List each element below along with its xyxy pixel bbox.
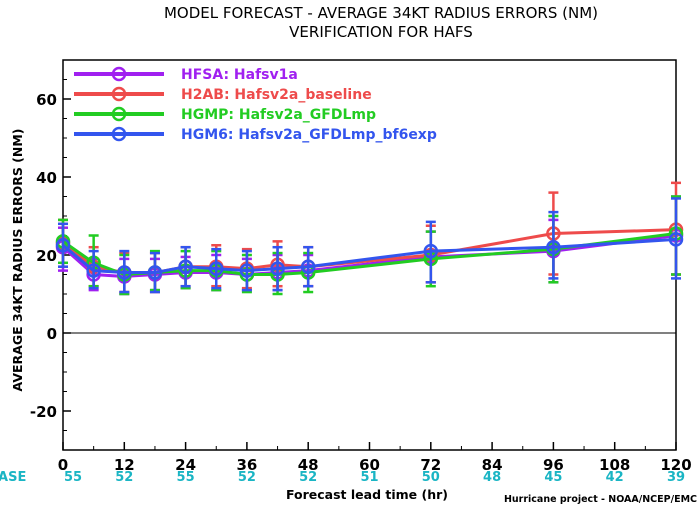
- y-axis-label: AVERAGE 34KT RADIUS ERRORS (NM): [10, 128, 25, 391]
- x-tick-label: 24: [175, 456, 196, 474]
- case-count: 51: [360, 470, 378, 485]
- series-layer: [55, 181, 684, 296]
- x-axis-label: Forecast lead time (hr): [286, 487, 448, 502]
- data-point: [270, 261, 285, 276]
- chart-title: MODEL FORECAST - AVERAGE 34KT RADIUS ERR…: [164, 4, 598, 22]
- case-count: 52: [115, 470, 133, 485]
- x-tick-label: 108: [599, 456, 630, 474]
- y-tick-label: 40: [36, 169, 57, 187]
- data-point: [117, 265, 132, 280]
- legend-label: HFSA: Hafsv1a: [181, 67, 298, 83]
- x-tick-label: 0: [58, 456, 68, 474]
- data-point: [668, 232, 684, 247]
- case-count: 45: [544, 470, 562, 485]
- x-tick-label: 96: [543, 456, 564, 474]
- x-tick-label: 12: [114, 456, 135, 474]
- x-tick-label: 60: [359, 456, 380, 474]
- legend-label: H2AB: Hafsv2a_baseline: [181, 87, 372, 103]
- data-point: [86, 263, 101, 278]
- x-tick-label: 72: [420, 456, 441, 474]
- y-axis-ticks: -20 0 20 40 60: [30, 59, 71, 451]
- x-axis-ticks: 0 12 24 36 48 60 72 84 96 108 120: [58, 442, 692, 474]
- y-tick-label: 20: [36, 247, 57, 265]
- case-count: 52: [299, 470, 317, 485]
- x-tick-label: 120: [660, 456, 691, 474]
- legend-label: HGMP: Hafsv2a_GFDLmp: [181, 107, 376, 123]
- y-tick-label: 60: [36, 91, 57, 109]
- credit-text: Hurricane project - NOAA/NCEP/EMC: [504, 494, 697, 505]
- x-tick-label: 36: [236, 456, 257, 474]
- legend-marker: [111, 86, 127, 102]
- plot-area: -20 0 20 40 60 0 12 24 36 48 60 72 84 96 108 120 HFSA:…: [30, 59, 692, 474]
- y-tick-label: 0: [47, 325, 57, 343]
- case-count: 42: [606, 470, 624, 485]
- legend-marker: [111, 66, 127, 82]
- data-point: [300, 259, 316, 274]
- series-3: [55, 197, 684, 294]
- legend-marker: [111, 106, 127, 122]
- data-point: [55, 238, 71, 253]
- case-count: 39: [667, 470, 685, 485]
- case-count: 55: [64, 470, 82, 485]
- legend-label: HGM6: Hafsv2a_GFDLmp_bf6exp: [181, 127, 437, 143]
- chart-subtitle: VERIFICATION FOR HAFS: [289, 23, 473, 41]
- case-count: 52: [238, 470, 256, 485]
- data-point: [423, 243, 439, 259]
- data-point: [546, 239, 561, 255]
- x-tick-label: 84: [482, 456, 503, 474]
- case-count: 55: [177, 470, 195, 485]
- data-point: [209, 261, 224, 276]
- case-counts: 55 52 55 52 52 51 50 48 45 42 39: [64, 470, 685, 485]
- legend: HFSA: Hafsv1a H2AB: Hafsv2a_baseline HGMP:…: [74, 66, 437, 143]
- data-point: [147, 265, 163, 280]
- legend-marker: [111, 126, 127, 142]
- data-point: [239, 263, 255, 278]
- case-count: 50: [422, 470, 440, 485]
- x-tick-label: 48: [298, 456, 319, 474]
- case-label: #CASE: [0, 470, 26, 485]
- data-point: [178, 259, 193, 274]
- case-count: 48: [483, 470, 501, 485]
- y-tick-label: -20: [30, 403, 57, 421]
